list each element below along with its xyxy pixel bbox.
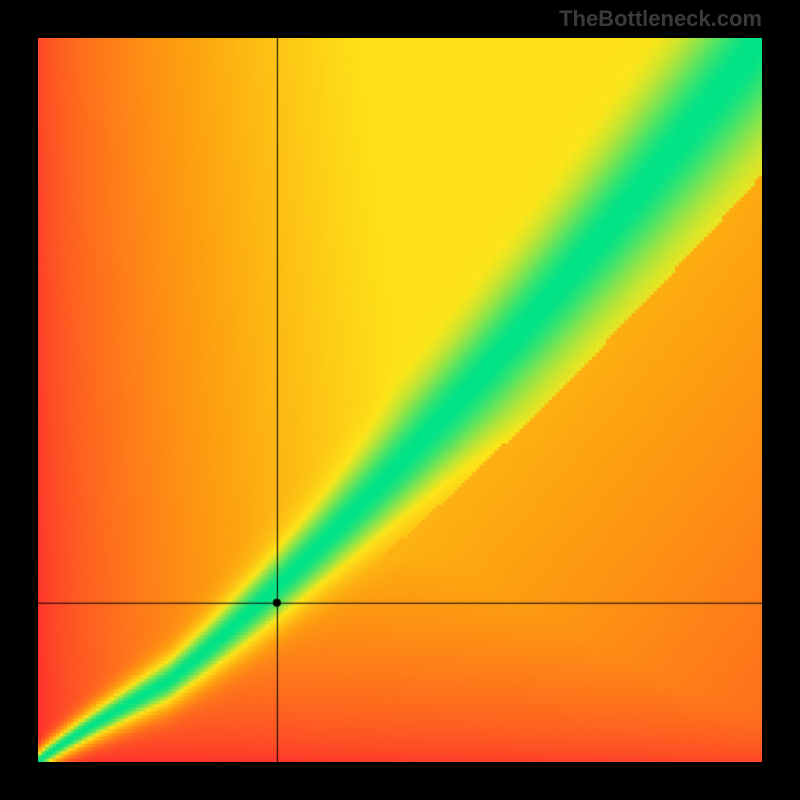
- heatmap-canvas: [38, 38, 762, 762]
- watermark-text: TheBottleneck.com: [559, 6, 762, 32]
- heatmap-plot: [38, 38, 762, 762]
- chart-frame: TheBottleneck.com: [0, 0, 800, 800]
